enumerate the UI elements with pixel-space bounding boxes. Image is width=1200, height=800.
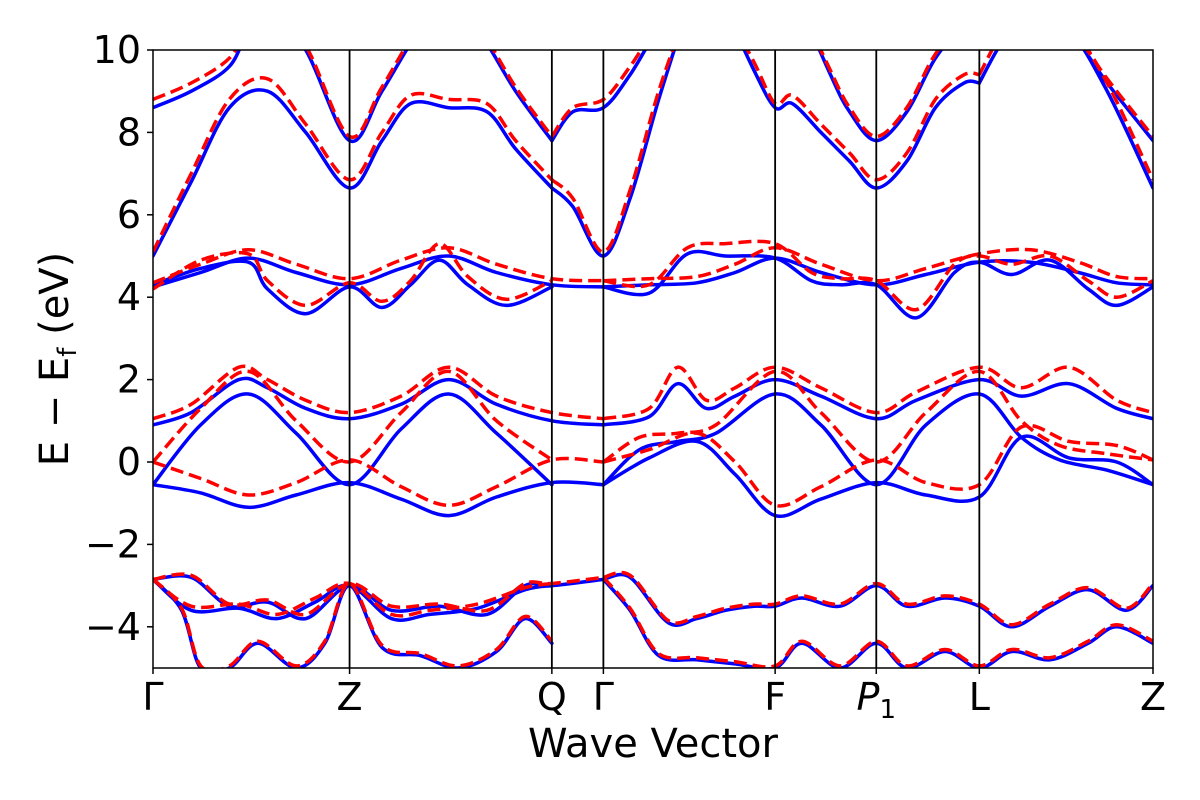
band-line-red-13 [977,50,1153,181]
band-line-blue-6 [550,50,677,258]
band-lines [153,50,1153,668]
x-axis-label: Wave Vector [528,721,779,767]
x-tick-label-6: L [969,675,990,719]
x-tick-label-2: Q [537,675,567,719]
band-line-red-41 [153,578,554,668]
y-tick-label-3: 2 [117,358,141,402]
x-tick-label-4: F [764,675,786,719]
high-symmetry-lines [348,50,981,668]
band-line-blue-20 [601,249,1153,320]
band-line-blue-12 [977,50,1153,190]
band-line-red-15 [1085,50,1153,138]
y-axis-label-unit: (eV) [32,252,78,348]
band-line-blue-8 [742,50,982,190]
y-tick-label-5: 6 [117,193,141,237]
x-tick-label-7: Z [1140,675,1166,719]
band-line-blue-32 [601,392,1153,487]
x-tick-label-0: Γ [142,675,163,719]
y-axis-ticks: −4 −2 0 2 4 6 8 10 [85,28,153,649]
band-line-red-33 [602,369,1153,464]
y-tick-label-7: 10 [93,28,141,72]
y-axis-label-main: E − E [32,357,78,467]
band-line-blue-28 [153,480,606,518]
band-line-blue-10 [817,50,944,143]
band-line-red-27 [153,369,553,464]
band-line-blue-34 [601,434,1153,519]
band-line-red-3 [153,76,554,253]
y-tick-label-2: 0 [117,440,141,484]
x-tick-label-5: P1 [857,675,896,725]
y-tick-label-1: −2 [85,522,141,566]
band-line-red-43 [602,570,1153,627]
band-line-red-37 [153,572,604,617]
band-line-red-31 [603,365,1153,421]
band-line-blue-18 [153,258,554,316]
y-axis-label-sub: f [53,347,83,357]
y-tick-label-4: 4 [117,275,141,319]
x-tick-label-3: Γ [593,675,614,719]
y-axis-label: E − Ef (eV) [32,252,83,467]
band-line-red-29 [153,456,604,508]
band-line-blue-0 [153,50,554,144]
band-line-red-45 [602,576,1153,668]
y-tick-label-0: −4 [85,605,141,649]
plot-frame [152,49,1154,669]
x-axis-ticks: Γ Z Q Γ F P1 L Z [142,668,1166,725]
band-line-red-35 [602,423,1153,508]
band-line-red-19 [153,241,553,308]
band-line-red-5 [550,50,644,138]
y-tick-label-6: 8 [117,110,141,154]
band-line-blue-26 [153,392,554,487]
band-line-blue-30 [601,377,1153,427]
band-line-red-25 [153,364,604,421]
x-tick-label-1: Z [337,675,363,719]
band-line-red-7 [550,50,675,254]
band-line-red-9 [745,50,980,182]
band-line-blue-14 [1082,50,1153,143]
band-line-blue-2 [153,88,554,258]
band-line-red-11 [818,50,941,139]
band-line-blue-4 [550,50,648,143]
band-line-red-21 [603,239,1153,312]
